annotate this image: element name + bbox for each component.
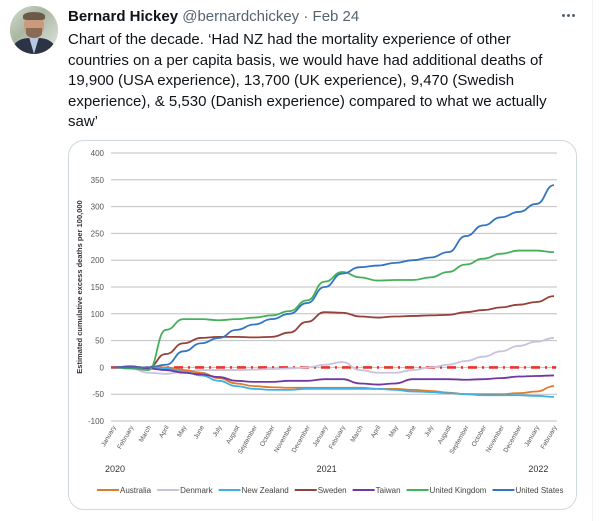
series-lines [111, 184, 556, 398]
author-handle[interactable]: @bernardchickey [182, 8, 300, 25]
y-tick-label: 150 [91, 283, 105, 292]
legend-label: New Zealand [242, 486, 289, 495]
avatar[interactable] [10, 6, 58, 54]
x-tick-label: February [328, 424, 347, 451]
y-tick-label: 50 [95, 337, 104, 346]
y-tick-label: 100 [91, 310, 105, 319]
year-labels: 2020 2021 2022 [105, 464, 548, 474]
x-tick-label: January [523, 424, 541, 448]
chart-image-card[interactable]: 400 350 300 250 200 150 100 50 0 -50 -100 Estimate… [68, 140, 577, 510]
legend: Australia Denmark New Zealand Sweden Taiwan U… [97, 486, 564, 495]
y-tick-label: 400 [91, 149, 105, 158]
legend-label: Denmark [180, 486, 213, 495]
x-tick-label: January [100, 424, 118, 448]
y-tick-label: 200 [91, 256, 105, 265]
x-tick-label: January [312, 424, 330, 448]
x-tick-label: August [225, 424, 241, 445]
gridlines [111, 152, 557, 422]
y-tick-label: -100 [88, 417, 105, 426]
y-tick-label: 250 [91, 229, 105, 238]
x-tick-label: October [259, 424, 277, 448]
x-tick-label: February [540, 424, 559, 451]
x-tick-label: February [116, 424, 135, 451]
series-line-new-zealand [113, 366, 555, 398]
y-tick-label: 0 [100, 363, 105, 372]
tweet-header: Bernard Hickey @bernardchickey · Feb 24 [68, 7, 359, 27]
x-tick-label: October [471, 424, 489, 448]
series-line-taiwan [112, 365, 555, 386]
x-tick-label: June [404, 424, 417, 440]
x-tick-label: July [423, 424, 435, 438]
x-tick-label: May [176, 424, 189, 439]
legend-label: Taiwan [376, 486, 401, 495]
legend-label: United States [515, 486, 563, 495]
x-tick-label: June [193, 424, 206, 440]
legend-label: Australia [120, 486, 152, 495]
y-tick-label: 300 [91, 203, 105, 212]
timeline-divider [592, 0, 593, 521]
series-line-sweden [113, 295, 555, 369]
legend-label: United Kingdom [430, 486, 487, 495]
y-axis-title: Estimated cumulative excess deaths per 1… [75, 200, 84, 373]
legend-label: Sweden [318, 486, 347, 495]
chart: 400 350 300 250 200 150 100 50 0 -50 -100 Estimate… [75, 149, 564, 495]
y-tick-label: 350 [91, 176, 105, 185]
year-label: 2020 [105, 464, 125, 474]
year-label: 2022 [528, 464, 548, 474]
more-horizontal-icon[interactable] [558, 8, 578, 22]
series-line-united-states [113, 184, 555, 369]
x-tick-label: April [370, 424, 383, 439]
series-line-australia [113, 366, 555, 396]
separator: · [303, 8, 309, 25]
x-tick-label: August [437, 424, 453, 445]
tweet-date[interactable]: Feb 24 [312, 8, 360, 25]
x-tick-label: March [138, 424, 153, 443]
x-tick-label: May [388, 424, 401, 439]
year-label: 2021 [317, 464, 337, 474]
y-axis-ticks: 400 350 300 250 200 150 100 50 0 -50 -100 [88, 149, 105, 426]
tweet-text: Chart of the decade. ‘Had NZ had the mor… [68, 31, 547, 130]
series-line-united-kingdom [112, 249, 555, 371]
x-tick-label: July [212, 424, 224, 438]
y-tick-label: -50 [92, 390, 104, 399]
author-name[interactable]: Bernard Hickey [68, 8, 179, 25]
x-tick-label: March [350, 424, 365, 443]
x-tick-label: April [158, 424, 171, 439]
